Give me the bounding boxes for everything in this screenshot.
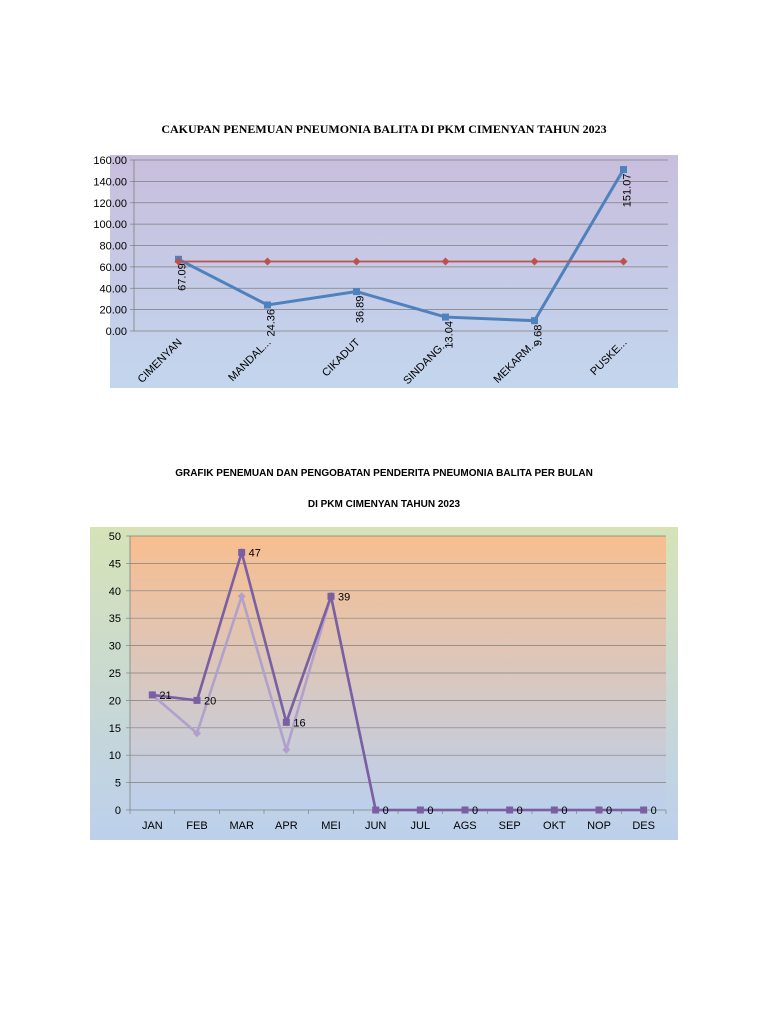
chart2-data-label: 0 <box>561 805 567 817</box>
chart2-x-tick-label: APR <box>275 820 298 832</box>
chart2-data-label: 0 <box>517 805 523 817</box>
chart2-data-point <box>640 806 648 814</box>
chart2-y-tick-label: 10 <box>109 750 121 762</box>
chart2-data-point <box>416 806 424 814</box>
chart2-data-point <box>282 718 290 726</box>
chart2-y-tick-label: 25 <box>109 668 121 680</box>
chart1-title: CAKUPAN PENEMUAN PNEUMONIA BALITA DI PKM… <box>161 122 607 136</box>
chart2-data-point <box>193 696 201 704</box>
chart1-y-tick-label: 80.00 <box>99 241 127 253</box>
chart2-data-point <box>282 745 291 754</box>
chart1-data-point <box>530 257 539 266</box>
chart2-x-tick-label: JUN <box>365 820 386 832</box>
chart1-data-point <box>531 317 538 325</box>
chart2-data-point <box>193 729 201 738</box>
chart1-data-point <box>441 257 450 266</box>
chart1-data-point <box>263 257 272 266</box>
chart1-y-tick-label: 140.00 <box>93 176 127 188</box>
chart2-data-label: 21 <box>159 690 171 702</box>
chart2-y-tick-label: 5 <box>115 778 121 790</box>
chart2-y-tick-label: 0 <box>115 805 121 817</box>
chart2-data-point <box>461 806 469 814</box>
chart2-data-label: 0 <box>427 805 433 817</box>
chart2-data-point <box>238 548 246 556</box>
chart2-series-line <box>152 547 644 812</box>
chart1-data-point <box>353 288 360 296</box>
chart2-x-tick-label: MEI <box>321 820 341 832</box>
chart2-data-point <box>506 806 514 814</box>
chart1-y-tick-label: 0.00 <box>106 326 127 338</box>
chart1-data-point <box>442 313 449 321</box>
chart2-data-label: 39 <box>338 591 350 603</box>
chart1-y-tick-label: 40.00 <box>99 283 127 295</box>
chart1-data-label: 151.07 <box>622 174 634 208</box>
chart2-data-point <box>595 806 603 814</box>
chart2-x-tick-label: AGS <box>453 820 476 832</box>
chart2-data-label: 47 <box>249 547 261 559</box>
chart2-y-tick-label: 30 <box>109 641 121 653</box>
chart2-x-tick-label: MAR <box>229 820 254 832</box>
chart1-data-label: 24.36 <box>266 309 278 337</box>
chart1-data-point <box>619 257 628 266</box>
chart2-x-tick-label: SEP <box>499 820 521 832</box>
chart1-data-label: 67.09 <box>177 263 189 291</box>
chart2-subtitle: DI PKM CIMENYAN TAHUN 2023 <box>307 499 461 510</box>
chart2-data-label: 0 <box>383 805 389 817</box>
chart1-background <box>110 155 678 388</box>
chart2-y-tick-label: 15 <box>109 723 121 735</box>
chart2-x-tick-label: JUL <box>411 820 431 832</box>
chart2-x-tick-label: JAN <box>142 820 163 832</box>
chart1-data-point <box>352 257 361 266</box>
chart2-data-point <box>550 806 558 814</box>
chart2-data-label: 16 <box>293 717 305 729</box>
chart1-data-point <box>174 257 183 266</box>
chart2-data-point <box>148 691 156 699</box>
chart2-y-tick-label: 50 <box>109 531 121 543</box>
chart2-x-tick-label: OKT <box>543 820 566 832</box>
chart1-y-tick-label: 120.00 <box>93 198 127 210</box>
chart1-y-tick-label: 160.00 <box>93 155 127 167</box>
chart1-data-label: 36.89 <box>355 296 367 324</box>
chart2-data-label: 0 <box>606 805 612 817</box>
chart2-y-tick-label: 20 <box>109 695 121 707</box>
chart1-data-label: 13.04 <box>444 321 456 349</box>
chart1-data-label: 9.68 <box>533 325 545 346</box>
chart2-x-tick-label: FEB <box>186 820 207 832</box>
chart2-data-label: 20 <box>204 695 216 707</box>
chart1-y-tick-label: 20.00 <box>99 305 127 317</box>
chart2-x-tick-label: NOP <box>587 820 611 832</box>
chart2-y-tick-label: 45 <box>109 558 121 570</box>
chart2-title: GRAFIK PENEMUAN DAN PENGOBATAN PENDERITA… <box>175 468 593 479</box>
chart2-y-tick-label: 40 <box>109 586 121 598</box>
chart2-data-point <box>237 592 246 601</box>
chart1-y-tick-label: 60.00 <box>99 262 127 274</box>
chart2-data-point <box>372 806 380 814</box>
chart1-data-point <box>620 166 627 174</box>
chart2-x-tick-label: DES <box>632 820 655 832</box>
chart1-data-point <box>264 301 271 309</box>
chart2-data-label: 0 <box>472 805 478 817</box>
chart2-data-label: 0 <box>651 805 657 817</box>
chart1-series-line <box>177 168 625 323</box>
chart2-y-tick-label: 35 <box>109 613 121 625</box>
chart1-y-tick-label: 100.00 <box>93 219 127 231</box>
chart2-data-point <box>327 592 335 600</box>
